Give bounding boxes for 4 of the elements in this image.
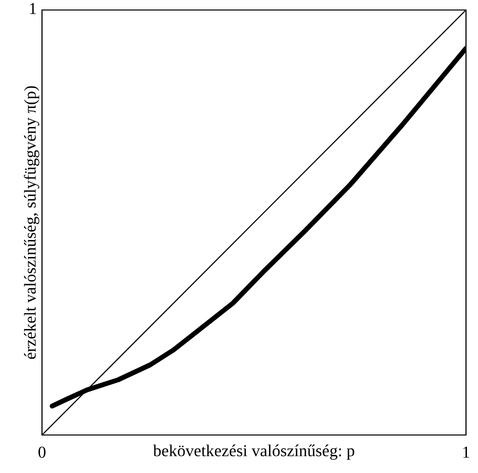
y-axis-title: érzékelt valószínűség, súlyfüggvény π(p) bbox=[24, 86, 40, 359]
x-tick-label: 0 bbox=[38, 446, 46, 458]
text: 1 bbox=[30, 3, 36, 14]
x-axis-title: bekövetkezési valószínűség: p bbox=[153, 444, 354, 460]
